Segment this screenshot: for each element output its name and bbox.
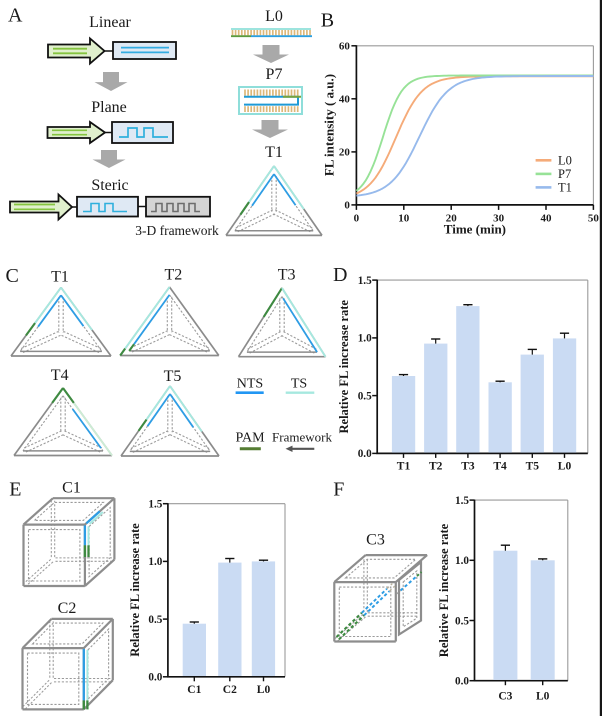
svg-text:Relative FL increase rate: Relative FL increase rate (337, 300, 351, 434)
svg-text:C2: C2 (58, 600, 77, 617)
svg-text:C: C (6, 265, 19, 287)
svg-text:Linear: Linear (89, 14, 131, 31)
svg-text:C2: C2 (223, 684, 237, 696)
svg-text:T4: T4 (493, 461, 507, 473)
svg-text:10: 10 (398, 212, 410, 224)
svg-text:NTS: NTS (237, 377, 263, 392)
svg-text:E: E (9, 479, 21, 501)
svg-text:3-D framework: 3-D framework (135, 223, 219, 238)
svg-text:L0: L0 (257, 684, 271, 696)
svg-text:T5: T5 (164, 368, 182, 385)
svg-text:B: B (321, 10, 334, 32)
svg-text:Relative FL increase rate: Relative FL increase rate (128, 523, 142, 657)
svg-text:T1: T1 (51, 268, 69, 285)
svg-text:0.5: 0.5 (455, 615, 469, 627)
svg-text:1.5: 1.5 (148, 499, 162, 511)
svg-text:0: 0 (344, 200, 350, 212)
svg-text:A: A (8, 5, 23, 27)
svg-text:1.0: 1.0 (455, 555, 469, 567)
svg-text:40: 40 (541, 212, 553, 224)
svg-text:0.5: 0.5 (358, 390, 372, 402)
svg-text:1.0: 1.0 (358, 333, 372, 345)
svg-text:T1: T1 (558, 181, 572, 195)
svg-text:Steric: Steric (91, 177, 128, 194)
svg-text:1.5: 1.5 (455, 495, 469, 507)
svg-text:60: 60 (339, 41, 351, 53)
svg-text:P7: P7 (558, 167, 571, 181)
svg-text:Plane: Plane (91, 99, 127, 116)
svg-text:0.0: 0.0 (358, 448, 372, 460)
svg-text:Time (min): Time (min) (444, 222, 506, 237)
svg-text:20: 20 (446, 212, 458, 224)
svg-text:L0: L0 (558, 154, 572, 168)
svg-text:Framework: Framework (272, 430, 332, 445)
svg-text:T1: T1 (397, 461, 411, 473)
svg-text:20: 20 (339, 147, 351, 159)
svg-text:0.5: 0.5 (148, 614, 162, 626)
svg-text:L0: L0 (265, 8, 283, 25)
svg-text:0.0: 0.0 (148, 672, 162, 684)
svg-text:T1: T1 (265, 144, 283, 161)
svg-text:T3: T3 (278, 267, 296, 284)
svg-text:30: 30 (493, 212, 505, 224)
svg-text:C3: C3 (498, 691, 512, 703)
svg-text:L0: L0 (536, 691, 550, 703)
svg-text:T2: T2 (165, 267, 183, 284)
svg-text:T4: T4 (51, 367, 69, 384)
svg-text:Relative FL increase rate: Relative FL increase rate (437, 523, 451, 657)
svg-text:C3: C3 (366, 532, 385, 549)
svg-text:FL intensity ( a.u.): FL intensity ( a.u.) (322, 74, 337, 176)
svg-text:F: F (333, 478, 344, 500)
svg-text:PAM: PAM (235, 431, 265, 446)
svg-text:P7: P7 (266, 66, 283, 83)
svg-text:T5: T5 (526, 461, 540, 473)
svg-text:0: 0 (354, 212, 360, 224)
svg-text:TS: TS (291, 377, 307, 392)
svg-text:C1: C1 (62, 480, 81, 497)
svg-text:L0: L0 (558, 461, 572, 473)
svg-text:T3: T3 (461, 461, 475, 473)
svg-text:40: 40 (339, 94, 351, 106)
svg-text:0.0: 0.0 (455, 676, 469, 688)
svg-text:50: 50 (588, 212, 600, 224)
svg-text:1.5: 1.5 (358, 275, 372, 287)
svg-text:T2: T2 (429, 461, 443, 473)
svg-text:C1: C1 (187, 684, 201, 696)
svg-text:1.0: 1.0 (148, 556, 162, 568)
svg-text:D: D (333, 264, 347, 286)
